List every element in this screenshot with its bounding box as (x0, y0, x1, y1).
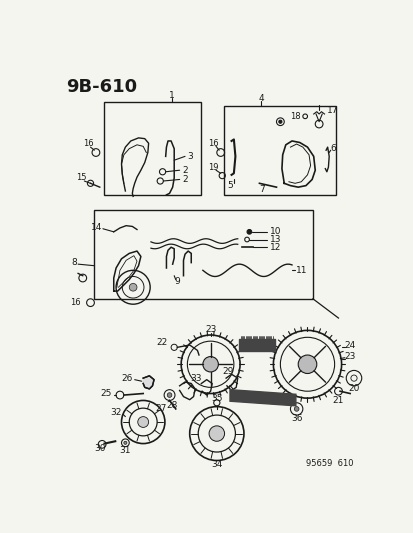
Text: 1: 1 (169, 91, 174, 100)
Circle shape (247, 230, 251, 234)
Bar (223, 106, 335, 195)
Text: 20: 20 (347, 384, 359, 393)
Polygon shape (143, 376, 154, 389)
Text: 95659  610: 95659 610 (306, 459, 353, 468)
Text: 13: 13 (269, 235, 280, 244)
Bar (94, 210, 312, 299)
Text: 23: 23 (204, 325, 216, 334)
Text: 21: 21 (332, 396, 343, 405)
Text: 22: 22 (157, 338, 168, 347)
Text: 33: 33 (190, 374, 201, 383)
Text: 28: 28 (166, 401, 178, 409)
Text: 24: 24 (344, 341, 355, 350)
Text: 9: 9 (174, 277, 180, 286)
Text: 14: 14 (90, 223, 102, 232)
Text: 15: 15 (76, 173, 87, 182)
Circle shape (278, 120, 281, 123)
Text: 31: 31 (119, 446, 131, 455)
Circle shape (202, 357, 218, 372)
Text: 32: 32 (110, 408, 121, 417)
Circle shape (167, 393, 171, 398)
Text: 10: 10 (269, 227, 280, 236)
Text: 30: 30 (94, 445, 105, 454)
Polygon shape (230, 390, 295, 406)
Text: 23: 23 (344, 352, 355, 361)
Circle shape (297, 355, 316, 374)
Text: 12: 12 (269, 243, 280, 252)
Text: 16: 16 (208, 139, 218, 148)
Circle shape (294, 407, 298, 411)
Text: 19: 19 (208, 164, 218, 172)
Text: 5: 5 (227, 181, 232, 190)
Text: 25: 25 (101, 389, 112, 398)
Text: 4: 4 (258, 94, 263, 103)
Text: 34: 34 (211, 460, 222, 469)
Text: 16: 16 (83, 139, 93, 148)
Text: 2: 2 (181, 175, 187, 184)
Bar (104, 102, 201, 195)
Text: 6: 6 (330, 144, 336, 153)
Text: 7: 7 (259, 185, 265, 194)
Text: 29: 29 (222, 367, 234, 376)
Text: 35: 35 (211, 394, 222, 403)
Circle shape (123, 441, 127, 445)
Text: 3: 3 (187, 152, 192, 161)
Text: 18: 18 (289, 112, 300, 121)
Text: 2: 2 (181, 166, 187, 175)
Text: 36: 36 (290, 414, 301, 423)
Circle shape (138, 417, 148, 427)
Text: 26: 26 (121, 374, 133, 383)
Text: 27: 27 (155, 403, 166, 413)
Text: 8: 8 (71, 258, 77, 267)
Text: 11: 11 (295, 266, 306, 275)
Text: 9B-610: 9B-610 (66, 78, 136, 96)
Circle shape (209, 426, 224, 441)
Circle shape (129, 284, 137, 291)
Text: 16: 16 (70, 298, 81, 307)
Text: 17: 17 (326, 106, 337, 115)
